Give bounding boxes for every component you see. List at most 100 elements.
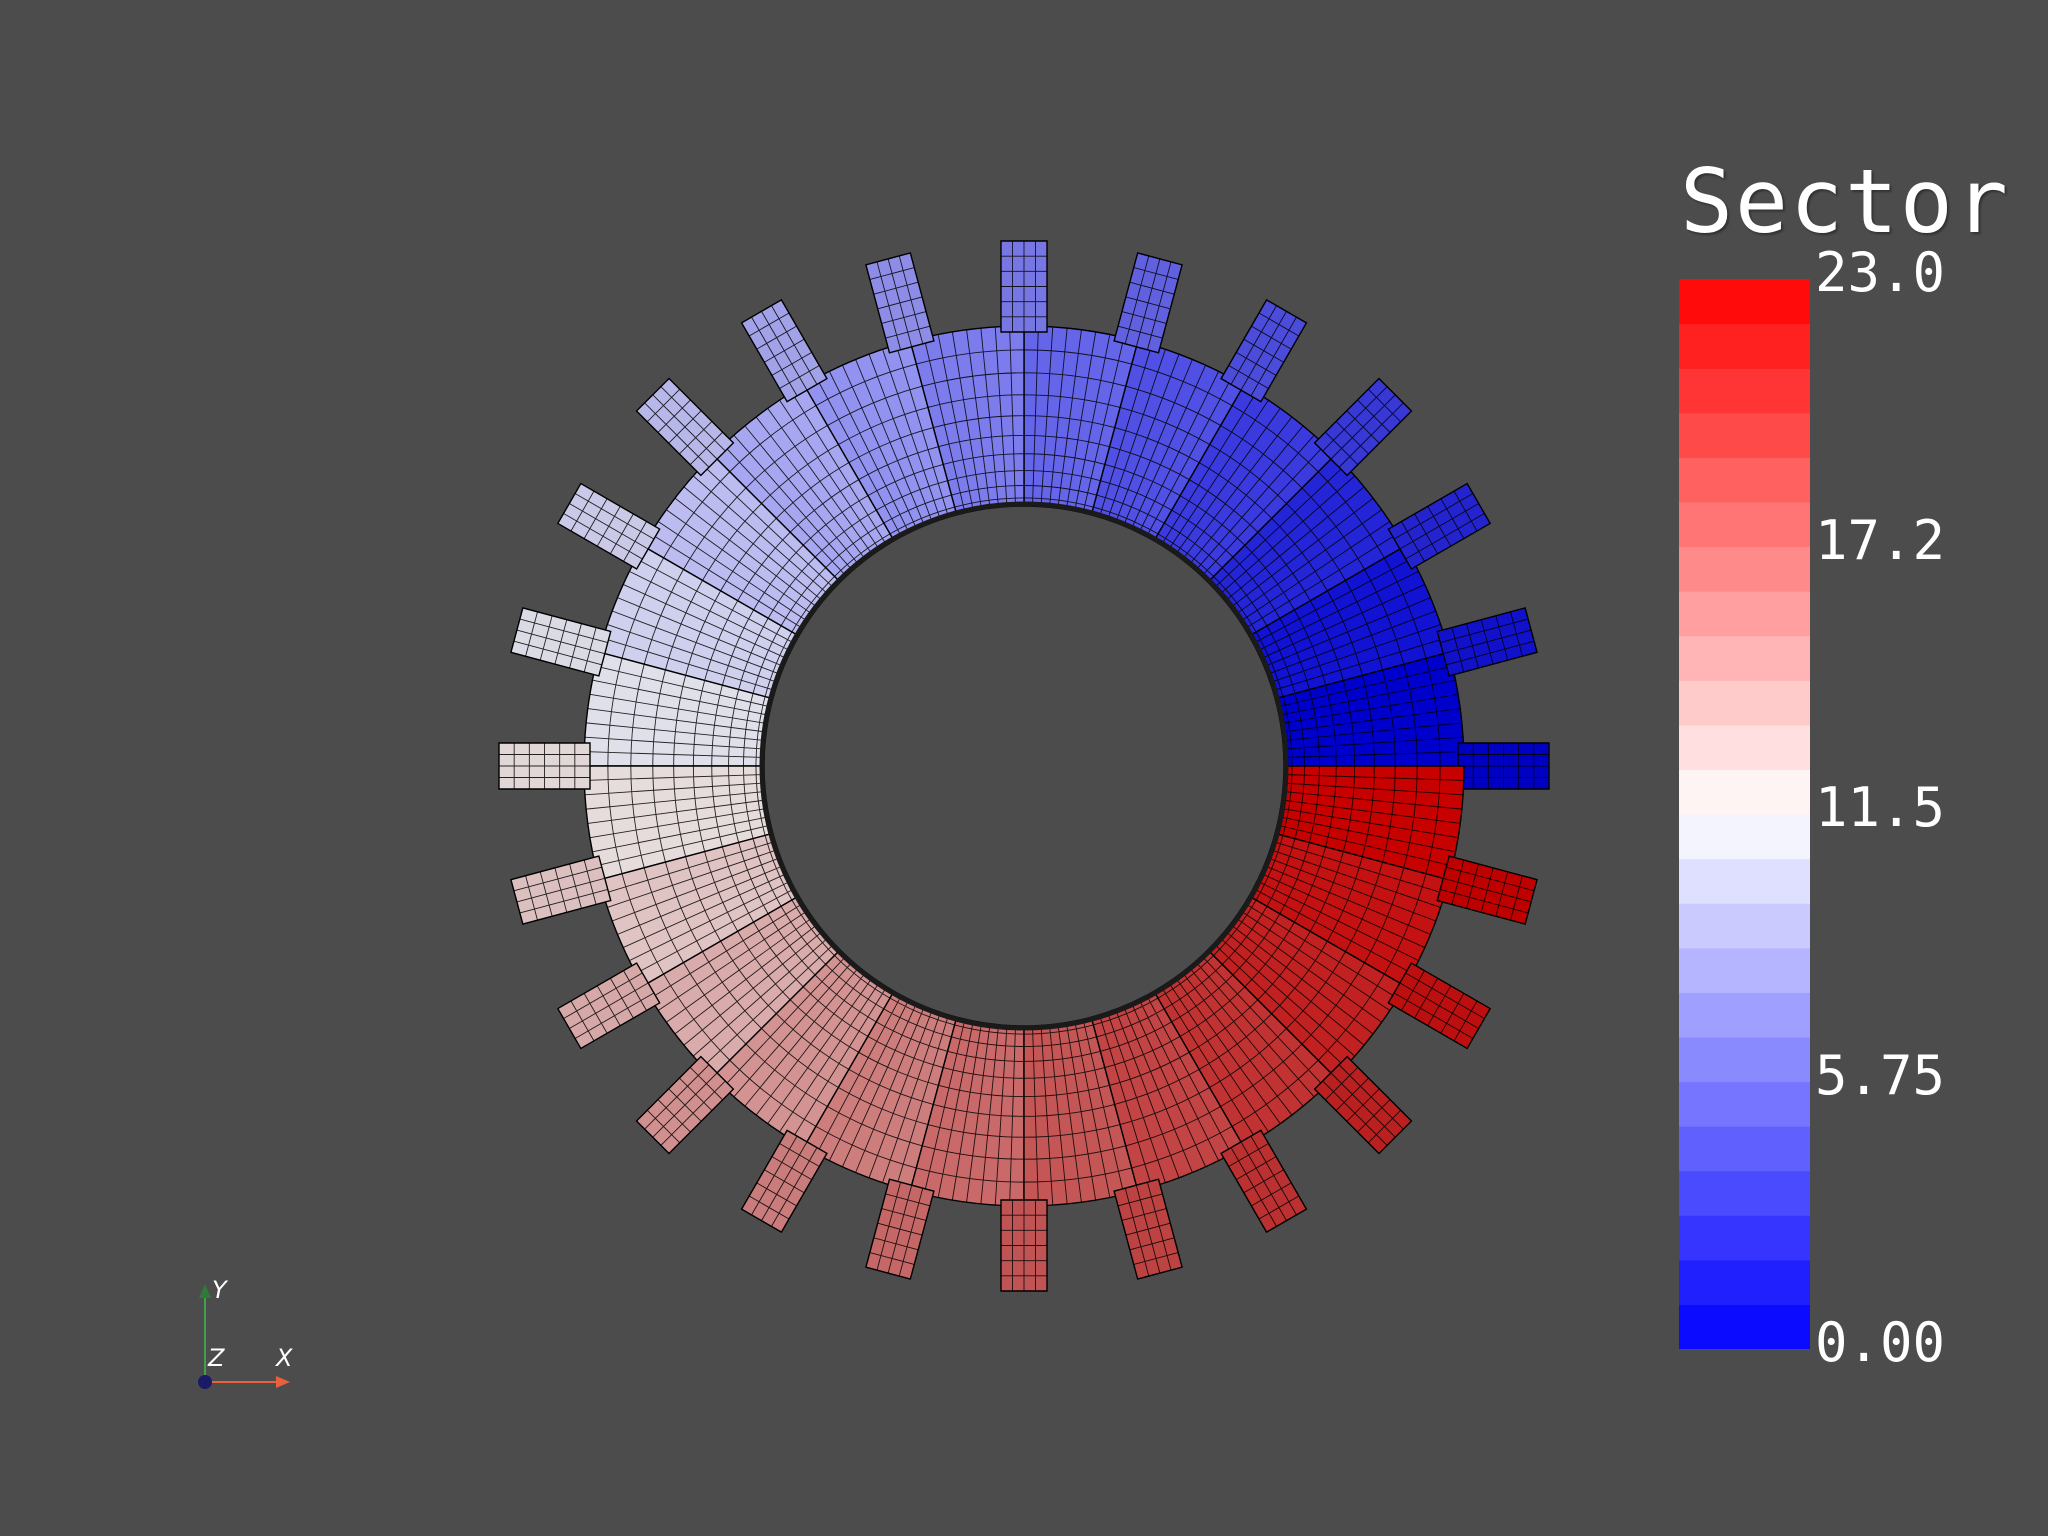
gear-sector <box>510 607 774 767</box>
tooth-mesh-lines <box>1393 970 1485 1042</box>
gear-mesh <box>498 240 1550 1292</box>
gear-sector <box>1000 1016 1139 1292</box>
sector-mesh-lines <box>602 835 795 975</box>
sector-mesh-lines <box>1093 344 1233 537</box>
tooth-mesh-lines <box>1440 859 1535 921</box>
scalar-bar-band <box>1679 858 1810 904</box>
scalar-bar-band <box>1679 947 1810 993</box>
sector-mesh-lines <box>916 326 1025 513</box>
scalar-bar-band <box>1679 680 1810 726</box>
tooth-mesh-lines <box>644 386 726 468</box>
tooth-mesh-lines <box>869 255 931 350</box>
sector-mesh-lines <box>1253 835 1446 975</box>
scalar-bar-band <box>1679 1304 1810 1349</box>
scalar-bar-tick-max: 23.0 <box>1815 241 1946 304</box>
sector-mesh-lines <box>722 392 891 577</box>
gear-sector <box>1274 651 1550 790</box>
scalar-bar-band <box>1679 457 1810 503</box>
scalar-bar-band <box>1679 279 1810 325</box>
scalar-bar-band <box>1679 546 1810 592</box>
sector-mesh-lines <box>584 765 771 874</box>
sector-mesh-lines <box>1277 658 1464 767</box>
tooth-mesh-lines <box>644 1064 726 1146</box>
gear-sector <box>510 832 800 987</box>
tooth-mesh-lines <box>513 859 608 921</box>
scalar-bar-band <box>1679 1259 1810 1306</box>
tooth-mesh-lines <box>1001 1200 1047 1291</box>
sector-mesh-lines <box>584 658 771 767</box>
tooth-mesh-lines <box>1458 743 1549 789</box>
sector-mesh-lines <box>1277 765 1464 874</box>
gear-sector <box>498 742 774 881</box>
gear-sector <box>803 252 958 542</box>
tooth-mesh-lines <box>1117 1182 1179 1277</box>
sector-mesh-lines <box>1213 899 1398 1068</box>
scalar-bar-tick-2: 11.5 <box>1815 776 1946 839</box>
sector-mesh-lines <box>650 464 835 633</box>
sector-mesh-lines <box>815 344 955 537</box>
scalar-bar-tick-min: 0.00 <box>1815 1311 1946 1374</box>
scalar-bar-band <box>1679 412 1810 458</box>
sector-mesh-lines <box>1157 392 1326 577</box>
gear-sector <box>635 377 842 637</box>
tooth-mesh-lines <box>1228 1135 1300 1227</box>
sector-mesh-lines <box>1023 326 1132 513</box>
scalar-bar-band <box>1679 323 1810 369</box>
gear-sector <box>1274 765 1538 925</box>
tooth-mesh-lines <box>1117 255 1179 350</box>
sector-mesh-lines <box>602 557 795 697</box>
gear-sector <box>1248 832 1492 1050</box>
scalar-bar-band <box>1679 992 1810 1038</box>
gear-sector <box>1153 948 1337 1234</box>
sector-mesh-lines <box>722 955 891 1140</box>
tooth-mesh-lines <box>869 1182 931 1277</box>
tooth-mesh-lines <box>1440 611 1535 673</box>
tooth-mesh-lines <box>1001 241 1047 332</box>
tooth-mesh-lines <box>1393 490 1485 562</box>
scalar-bar-band <box>1679 814 1810 860</box>
scalar-bar-band <box>1679 1036 1810 1083</box>
x-axis-label: X <box>274 1344 293 1372</box>
sector-mesh-lines <box>815 995 955 1188</box>
scalar-bar-band <box>1679 591 1810 637</box>
x-axis-arrow <box>276 1376 290 1388</box>
sector-mesh-lines <box>1093 995 1233 1188</box>
tooth-mesh-lines <box>1322 386 1404 468</box>
scalar-bar-band <box>1679 769 1810 815</box>
scalar-bar-band <box>1679 1126 1810 1172</box>
scalar-bar-band <box>1679 724 1810 771</box>
tooth-mesh-lines <box>563 490 655 562</box>
scalar-bar-band <box>1679 1081 1810 1127</box>
tooth-mesh-lines <box>748 305 820 397</box>
scalar-bar-title: Sector <box>1680 150 2010 253</box>
scalar-bar-band <box>1679 1170 1810 1216</box>
tooth-mesh-lines <box>1322 1064 1404 1146</box>
tooth-mesh-lines <box>513 611 608 673</box>
scalar-bar-band <box>1679 501 1810 548</box>
scalar-bar-band <box>1679 368 1810 414</box>
inner-bore-edge <box>759 501 1289 1031</box>
sector-mesh-lines <box>1023 1019 1132 1206</box>
scalar-bar-band <box>1679 903 1810 949</box>
gear-sector <box>1023 252 1183 516</box>
z-axis-marker <box>198 1375 212 1389</box>
sector-mesh-lines <box>1213 464 1398 633</box>
gear-sector <box>635 948 895 1155</box>
tooth-mesh-lines <box>499 743 590 789</box>
scalar-bar-tick-1: 5.75 <box>1815 1044 1946 1107</box>
scalar-bar-tick-3: 17.2 <box>1815 509 1946 572</box>
sector-mesh-lines <box>1157 955 1326 1140</box>
scalar-bar <box>1679 279 1810 1349</box>
gear-sector <box>1090 298 1308 542</box>
scalar-bar-band <box>1679 635 1810 681</box>
sector-mesh-lines <box>1253 557 1446 697</box>
z-axis-label: Z <box>207 1344 225 1372</box>
y-axis-arrow <box>199 1284 211 1298</box>
orientation-axes-widget: Y Z X <box>198 1276 293 1389</box>
sector-mesh-lines <box>650 899 835 1068</box>
tooth-mesh-lines <box>1228 305 1300 397</box>
scalar-bar-band <box>1679 1215 1810 1261</box>
y-axis-label: Y <box>212 1276 229 1304</box>
